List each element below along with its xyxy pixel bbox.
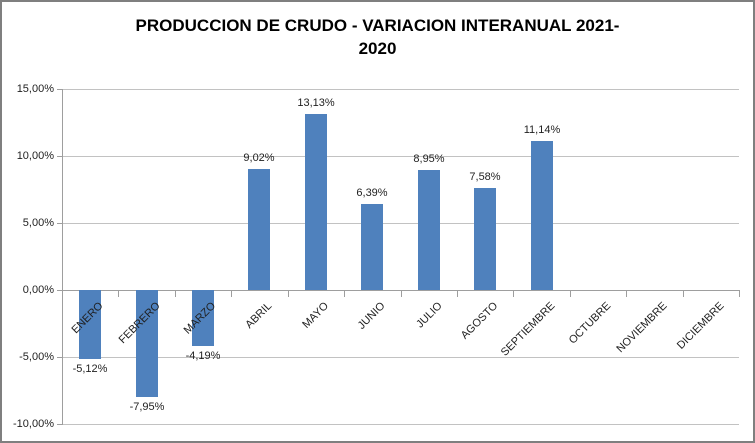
y-axis-label-0,00%: 0,00%	[22, 284, 54, 296]
bar-marzo[interactable]	[192, 290, 214, 346]
y-axis-label-10,00%: 10,00%	[16, 150, 54, 162]
x-axis-tick	[175, 290, 176, 297]
gridline--10,00%	[62, 424, 739, 425]
y-axis-line	[62, 89, 63, 425]
chart-title-line1: PRODUCCION DE CRUDO - VARIACION INTERANU…	[135, 16, 620, 35]
value-label-julio: 8,95%	[413, 153, 445, 165]
bar-mayo[interactable]	[305, 114, 327, 290]
value-label-marzo: -4,19%	[185, 350, 221, 362]
x-axis-tick	[683, 290, 684, 297]
gridline-0,00%	[62, 290, 739, 291]
value-label-junio: 6,39%	[356, 187, 388, 199]
bar-abril[interactable]	[248, 169, 270, 290]
x-axis-tick	[288, 290, 289, 297]
gridline-10,00%	[62, 156, 739, 157]
value-label-septiembre: 11,14%	[523, 124, 561, 136]
x-axis-tick	[118, 290, 119, 297]
y-axis-tick-5,00%	[57, 223, 62, 224]
value-label-agosto: 7,58%	[469, 171, 501, 183]
y-axis-tick-0,00%	[57, 290, 62, 291]
x-axis-tick	[739, 290, 740, 297]
bar-septiembre[interactable]	[531, 141, 553, 290]
y-axis-label--10,00%: -10,00%	[13, 418, 54, 430]
x-axis-label-mayo: MAYO	[300, 300, 332, 331]
x-axis-tick	[401, 290, 402, 297]
y-axis-tick--10,00%	[57, 424, 62, 425]
bar-junio[interactable]	[361, 204, 383, 290]
value-label-enero: -5,12%	[72, 363, 108, 375]
bar-febrero[interactable]	[136, 290, 158, 397]
bar-agosto[interactable]	[474, 188, 496, 290]
y-axis-tick--5,00%	[57, 357, 62, 358]
y-axis-tick-10,00%	[57, 156, 62, 157]
x-axis-label-julio: JULIO	[413, 300, 445, 331]
x-axis-label-octubre: OCTUBRE	[566, 300, 614, 347]
x-axis-label-septiembre: SEPTIEMBRE	[498, 300, 558, 359]
x-axis-tick	[626, 290, 627, 297]
gridline--5,00%	[62, 357, 739, 358]
x-axis-label-diciembre: DICIEMBRE	[674, 300, 727, 352]
x-axis-tick	[231, 290, 232, 297]
value-label-mayo: 13,13%	[297, 97, 335, 109]
gridline-5,00%	[62, 223, 739, 224]
x-axis-tick	[62, 290, 63, 297]
chart-title: PRODUCCION DE CRUDO - VARIACION INTERANU…	[40, 14, 715, 60]
y-axis-label--5,00%: -5,00%	[19, 351, 54, 363]
x-axis-tick	[457, 290, 458, 297]
x-axis-tick	[344, 290, 345, 297]
value-label-abril: 9,02%	[243, 152, 275, 164]
y-axis-tick-15,00%	[57, 89, 62, 90]
chart-title-line2: 2020	[358, 39, 397, 58]
gridline-15,00%	[62, 89, 739, 90]
x-axis-tick	[570, 290, 571, 297]
x-axis-label-agosto: AGOSTO	[458, 300, 501, 342]
x-axis-label-abril: ABRIL	[243, 300, 275, 331]
x-axis-tick	[513, 290, 514, 297]
bar-enero[interactable]	[79, 290, 101, 359]
y-axis-label-5,00%: 5,00%	[22, 217, 54, 229]
x-axis-label-noviembre: NOVIEMBRE	[614, 300, 670, 356]
value-label-febrero: -7,95%	[129, 401, 165, 413]
y-axis-label-15,00%: 15,00%	[16, 83, 54, 95]
x-axis-label-junio: JUNIO	[355, 300, 388, 332]
bar-julio[interactable]	[418, 170, 440, 290]
